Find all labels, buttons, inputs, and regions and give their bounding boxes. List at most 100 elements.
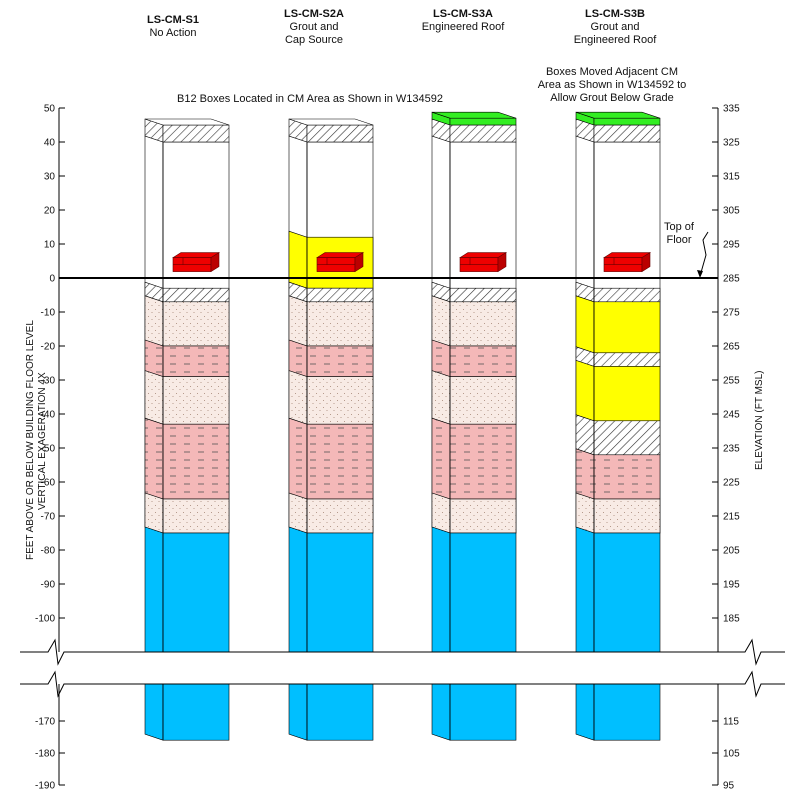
sand-layer-side [431,492,451,534]
groundwater-zone [449,683,517,741]
right-tick-label: 195 [723,580,740,591]
b12-box-side [641,252,651,273]
clay-layer [306,345,374,377]
left-tick-label: 40 [44,138,56,149]
right-tick-label: 235 [723,444,740,455]
note-line: Area as Shown in W134592 to [537,79,687,91]
right-tick-label: 95 [723,781,735,789]
left-tick-label: -50 [41,444,56,455]
right-tick-label: 215 [723,512,740,523]
left-tick-label: 20 [44,206,56,217]
clay-layer [162,423,230,500]
right-tick-label: 285 [723,274,740,285]
engineered-roof [449,117,517,126]
clay-layer [162,345,230,377]
arrow-head [697,270,703,278]
left-tick-label: 30 [44,172,56,183]
grout-layer-side [575,295,595,354]
grout-cell-side [288,230,308,289]
sand-layer-side [288,295,308,347]
note-line: Floor [666,234,692,246]
sand-layer [449,498,517,534]
right-tick-label: 255 [723,376,740,387]
left-tick-label: -90 [41,580,56,591]
hatch-layer [593,352,661,367]
groundwater-side [575,683,595,741]
sand-layer [306,301,374,347]
heading-desc: Grout and [590,21,640,33]
groundwater-zone [162,532,230,653]
sand-layer-side [144,492,164,534]
sand-layer [449,301,517,347]
groundwater-zone [449,532,517,653]
sand-layer [162,376,230,425]
heading-desc: Engineered Roof [573,34,657,46]
clay-layer [449,423,517,500]
clay-layer [306,423,374,500]
right-tick-label: 105 [723,749,740,760]
floor-slab [449,287,517,303]
left-axis-subtitle: VERTICAL EXAGERATION 4X [37,372,48,510]
note-b12-boxes: B12 Boxes Located in CM Area as Shown in… [177,93,443,105]
left-tick-label: -20 [41,342,56,353]
sand-layer [306,376,374,425]
sand-layer [162,301,230,347]
left-axis-title: FEET ABOVE OR BELOW BUILDING FLOOR LEVEL [25,320,36,560]
right-tick-label: 305 [723,206,740,217]
left-tick-label: -190 [35,781,55,789]
clay-layer [593,454,661,500]
sand-layer-side [288,370,308,425]
left-tick-label: 50 [44,104,56,115]
clay-layer-side [144,339,164,378]
right-tick-label: 295 [723,240,740,251]
left-tick-label: -70 [41,512,56,523]
column-ls-cm-s1 [144,118,230,741]
groundwater-zone [306,683,374,741]
hatch-layer-side [575,414,595,456]
column-ls-cm-s3b [575,111,661,741]
sand-layer-side [575,492,595,534]
floor-slab [162,287,230,303]
left-tick-label: -80 [41,546,56,557]
heading-ls-cm-s3a: LS-CM-S3A Engineered Roof [408,8,518,34]
sand-layer [593,498,661,534]
heading-ls-cm-s2a: LS-CM-S2A Grout and Cap Source [266,8,362,47]
right-tick-label: 325 [723,138,740,149]
heading-desc: Cap Source [284,34,344,46]
clay-layer-side [288,417,308,500]
right-tick-label: 335 [723,104,740,115]
left-tick-label: 10 [44,240,56,251]
heading-code: LS-CM-S1 [147,14,199,26]
cap-layer [449,124,517,143]
right-tick-label: 265 [723,342,740,353]
note-line: Boxes Moved Adjacent CM [545,66,679,78]
top-of-floor-arrow [699,231,709,277]
column-ls-cm-s2a [288,118,374,741]
left-tick-label: 0 [49,274,55,285]
sand-layer-side [144,370,164,425]
groundwater-side [431,526,451,653]
sand-layer [162,498,230,534]
heading-desc: No Action [149,27,197,39]
clay-layer-side [575,448,595,500]
cap-top [288,118,374,126]
groundwater-zone [593,532,661,653]
heading-desc: Engineered Roof [421,21,505,33]
groundwater-side [144,683,164,741]
right-tick-label: 115 [723,717,739,728]
hatch-layer [593,420,661,456]
b12-box-side [210,252,220,273]
sand-layer-side [288,492,308,534]
note-line: Top of [664,221,694,233]
sand-layer-side [144,295,164,347]
sand-layer-side [431,370,451,425]
clay-layer-side [431,417,451,500]
left-tick-label: -100 [35,614,55,625]
axis-break [0,638,785,698]
heading-ls-cm-s3b: LS-CM-S3B Grout and Engineered Roof [560,8,670,47]
left-tick-label: -170 [35,717,55,728]
sand-layer [449,376,517,425]
sand-layer-side [431,295,451,347]
